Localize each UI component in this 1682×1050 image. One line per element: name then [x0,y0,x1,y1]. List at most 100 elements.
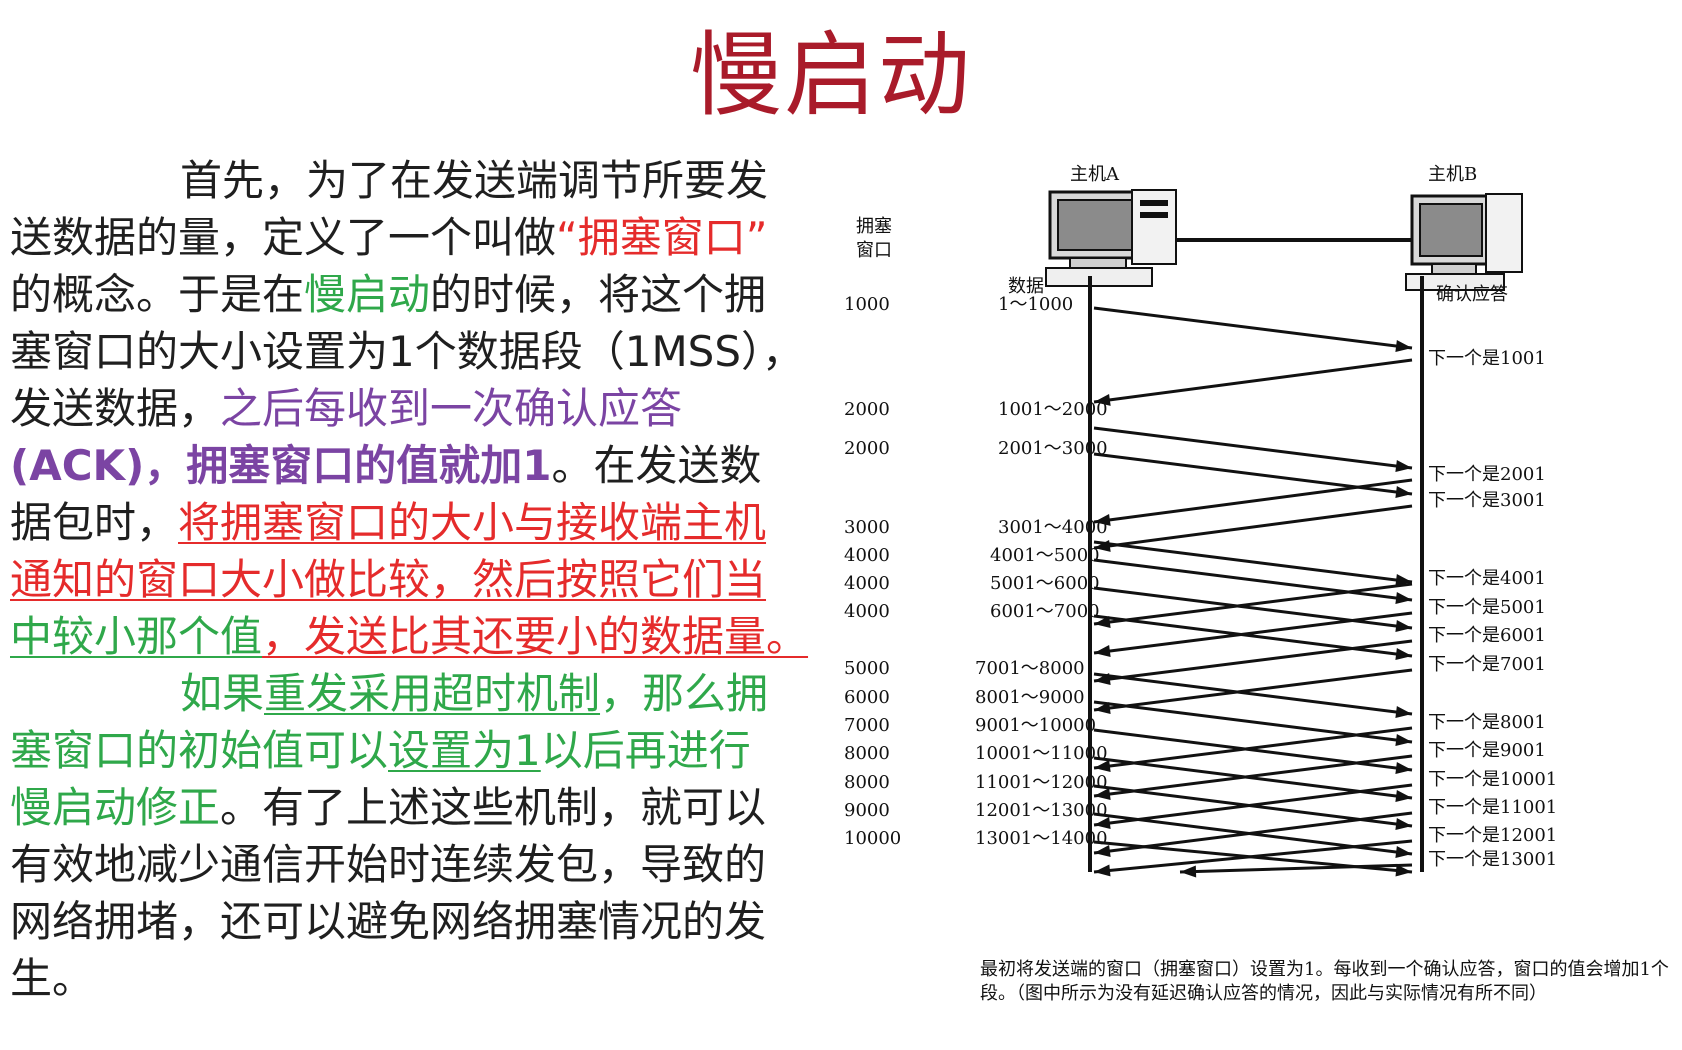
paragraph-line: 有效地减少通信开始时连续发包，导致的 [10,836,910,893]
arrowhead-icon [1094,760,1111,772]
transmission-arrow [1093,672,1413,716]
ack-value: 下一个是9001 [1428,740,1546,761]
arrowhead-icon [1395,846,1412,858]
paragraph-line: 发送数据，之后每收到一次确认应答 [10,380,910,437]
host-b-label: 主机B [1428,164,1477,185]
cwnd-label-line-1: 拥塞 [856,216,892,237]
arrowhead-icon [1395,790,1412,802]
paragraph-line: 通知的窗口大小做比较，然后按照它们当 [10,551,910,608]
cwnd-value: 7000 [844,715,890,736]
paragraph-text-segment: 慢启动 [304,270,431,319]
arrowhead-icon [1395,762,1412,774]
ack-value: 下一个是1001 [1428,348,1546,369]
paragraph-line: 塞窗口的大小设置为1个数据段（1MSS）， [10,323,910,380]
cwnd-value: 2000 [844,399,890,420]
ack-value: 下一个是8001 [1428,712,1546,733]
ack-value: 下一个是3001 [1428,490,1546,511]
paragraph-text-segment: 塞窗口的初始值可以 [10,726,389,775]
transmission-arrow [1093,839,1413,874]
slow-start-diagram: 主机A 主机B 拥塞 窗口 数据 确认应答 1000 1～1000 2000 1001… [844,150,1682,1050]
arrowhead-icon [1395,340,1412,352]
cwnd-value: 1000 [844,294,890,315]
paragraph-text-segment: “拥塞窗口” [556,213,768,262]
transmission-arrow [1093,726,1413,770]
cwnd-label-line-2: 窗口 [856,240,892,261]
cwnd-value: 3000 [844,517,890,538]
cwnd-value: 2000 [844,438,890,459]
paragraph-text-segment: 中较小那个值 [10,612,263,661]
paragraph-text-segment: 如果 [180,669,265,718]
ack-value: 下一个是2001 [1428,464,1546,485]
ack-value: 下一个是13001 [1428,849,1557,870]
paragraph-line: 如果重发采用超时机制，那么拥 [10,665,910,722]
paragraph-line: 据包时，将拥塞窗口的大小与接收端主机 [10,494,910,551]
transmission-arrow [1093,478,1413,524]
transmission-arrow [1093,426,1413,470]
paragraph-text-segment: 。在发送数 [551,441,762,490]
transmission-arrow [1093,358,1413,404]
arrowhead-icon [1395,818,1412,830]
transmission-arrow [1093,540,1413,584]
arrowhead-icon [1094,864,1111,877]
paragraph-line: 中较小那个值，发送比其还要小的数据量。 [10,608,910,665]
paragraph-text-segment: 网络拥堵，还可以避免网络拥塞情况的发 [10,897,767,946]
diagram-rows: 1000 1～1000 2000 1001～2000 2000 2001～3000 3000… [844,294,1108,849]
cwnd-value: 9000 [844,800,890,821]
transmission-arrow [1093,754,1413,798]
ack-value: 下一个是5001 [1428,597,1546,618]
transmission-arrow [1093,306,1413,350]
paragraph-text-segment: 据包时， [10,498,179,547]
ack-value: 下一个是7001 [1428,654,1546,675]
transmission-arrow [1093,811,1413,855]
paragraph-text-segment: 设置为1 [388,726,541,775]
transmission-arrow [1093,783,1413,827]
paragraph-line: 网络拥堵，还可以避免网络拥塞情况的发 [10,893,910,950]
data-range: 9001～10000 [975,715,1096,736]
cwnd-value: 10000 [844,828,901,849]
arrowhead-icon [1395,864,1412,877]
arrowhead-icon [1094,788,1111,800]
paragraph-line: 的概念。于是在慢启动的时候，将这个拥 [10,266,910,323]
diagram-svg: 主机A 主机B 拥塞 窗口 数据 确认应答 1000 1～1000 2000 1001… [844,164,1557,878]
paragraph-text-segment: 送数据的量，定义了一个叫做 [10,213,557,262]
paragraph-text-segment: 的概念。于是在 [10,270,305,319]
arrowhead-icon [1180,865,1197,878]
cwnd-value: 6000 [844,687,890,708]
paragraph-text-segment: 以后再进行 [540,726,751,775]
ack-value: 下一个是12001 [1428,825,1557,846]
data-range: 13001～14000 [975,828,1108,849]
arrowhead-icon [1094,817,1111,829]
paragraph-line: 送数据的量，定义了一个叫做“拥塞窗口” [10,209,910,266]
data-range: 3001～4000 [998,517,1108,538]
body-paragraph: 首先，为了在发送端调节所要发 送数据的量，定义了一个叫做“拥塞窗口” 的概念。于是在… [10,152,910,1007]
cwnd-value: 8000 [844,743,890,764]
arrowhead-icon [1395,574,1412,586]
arrowhead-icon [1395,648,1412,660]
paragraph-text-segment: 通知的窗口大小做比较，然后按照它们当 [10,555,767,604]
transmission-arrow [1093,611,1413,655]
cwnd-value: 4000 [844,573,890,594]
paragraph-text-segment: 重发采用超时机制 [264,669,601,718]
ack-value: 下一个是4001 [1428,568,1546,589]
arrowhead-icon [1395,620,1412,632]
cwnd-value: 4000 [844,545,890,566]
arrowhead-icon [1395,734,1412,746]
paragraph-text-segment: (ACK)，拥塞窗口的值就加1 [10,441,552,490]
diagram-caption: 最初将发送端的窗口（拥塞窗口）设置为1。每收到一个确认应答，窗口的值会增加1个段… [980,959,1669,1004]
ack-value: 下一个是11001 [1428,797,1557,818]
data-range: 1～1000 [998,294,1073,315]
transmission-arrow [1093,586,1413,630]
data-range: 1001～2000 [998,399,1108,420]
paragraph-text-segment: 生。 [10,954,95,1003]
data-range: 2001～3000 [998,438,1108,459]
data-range: 7001～8000 [975,658,1085,679]
slide-title: 慢启动 [690,22,973,129]
paragraph-text-segment: 有效地减少通信开始时连续发包，导致的 [10,840,767,889]
data-label: 数据 [1008,276,1044,297]
paragraph-line: 塞窗口的初始值可以设置为1以后再进行 [10,722,910,779]
transmission-arrow [1093,452,1413,496]
arrowhead-icon [1395,460,1412,472]
paragraph-text-segment: 塞窗口的大小设置为1个数据段（1MSS）， [10,327,805,376]
paragraph-text-segment: 将拥塞窗口的大小与接收端主机 [178,498,767,547]
host-a-label: 主机A [1070,164,1120,185]
